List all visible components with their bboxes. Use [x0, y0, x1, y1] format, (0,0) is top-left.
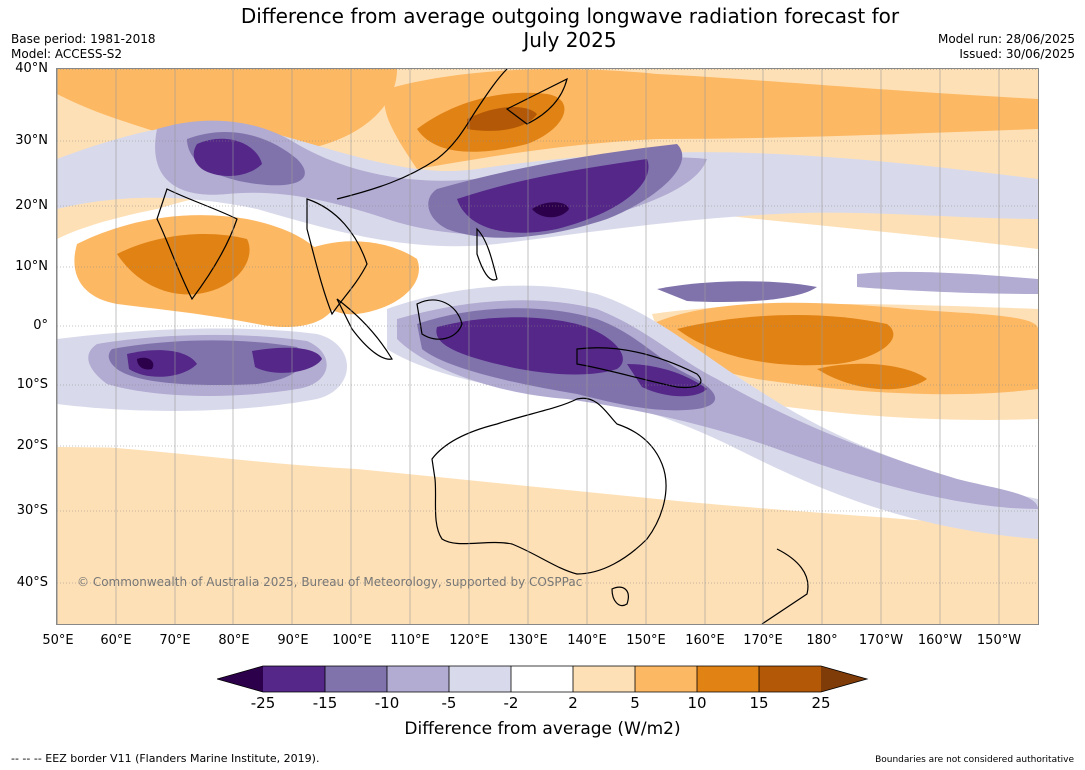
field-orange-indochina [297, 241, 419, 315]
field-darkest-purple-equatorial-west [137, 357, 154, 370]
colorbar-tick-6: 2 [568, 694, 578, 712]
anomaly-fields [57, 69, 1038, 624]
lon-label-90e: 90°E [277, 633, 309, 648]
colorbar [217, 665, 869, 693]
field-dark-purple-equatorial-mid [252, 347, 322, 373]
field-dark-purple-new-guinea [627, 364, 707, 397]
australia-outline [431, 397, 667, 575]
field-light-orange-south [57, 444, 1038, 624]
colorbar-swatch-6 [573, 666, 635, 692]
copyright-notice: © Commonwealth of Australia 2025, Bureau… [77, 575, 583, 589]
disclaimer: Boundaries are not considered authoritat… [875, 755, 1074, 765]
lon-label-50e: 50°E [42, 633, 74, 648]
lon-label-100e: 100°E [332, 633, 372, 648]
colorbar-tick-8: 10 [687, 694, 707, 712]
meta-right: Model run: 28/06/2025 Issued: 30/06/2025 [938, 32, 1075, 62]
field-neutral-south [57, 409, 1038, 509]
field-dark-purple-maritime [436, 317, 623, 375]
new-guinea-outline [576, 347, 702, 389]
lon-label-120e: 120°E [449, 633, 489, 648]
lon-label-110e: 110°E [390, 633, 430, 648]
eez-note: -- -- -- EEZ border V11 (Flanders Marine… [11, 752, 320, 765]
colorbar-swatch-4 [449, 666, 511, 692]
tasmania-outline [611, 586, 629, 607]
field-darkest-purple-philippines-sea [532, 202, 569, 218]
lon-label-180: 180° [806, 633, 838, 648]
field-dark-purple-philippines-sea [457, 159, 649, 233]
indochina-outline [306, 198, 368, 316]
colorbar-outline [217, 665, 869, 693]
issued-date: Issued: 30/06/2025 [959, 47, 1075, 61]
colorbar-swatch-7 [635, 666, 697, 692]
lat-label-20s: 20°S [16, 438, 48, 453]
field-orange-north-west [57, 69, 397, 152]
colorbar-arrow-left [217, 666, 263, 692]
colorbar-tick-4: -5 [441, 694, 457, 712]
map-area[interactable] [56, 68, 1039, 625]
india-outline [156, 188, 238, 301]
lon-label-60e: 60°E [100, 633, 132, 648]
field-dark-orange-india [117, 234, 250, 295]
field-dark-orange-east [817, 363, 927, 390]
colorbar-swatch-3 [387, 666, 449, 692]
new-zealand-outline [761, 548, 809, 624]
colorbar-tick-7: 5 [630, 694, 640, 712]
colorbar-tick-2: -15 [312, 694, 338, 712]
colorbar-tick-5: -2 [503, 694, 519, 712]
landmasses [156, 69, 809, 624]
base-period: Base period: 1981-2018 [11, 32, 156, 46]
lat-label-30n: 30°N [15, 133, 48, 148]
meridians [57, 69, 1000, 624]
colorbar-swatch-2 [325, 666, 387, 692]
colorbar-swatch-9 [759, 666, 821, 692]
lon-label-170w: 170°W [858, 633, 904, 648]
title-line-1: Difference from average outgoing longwav… [240, 4, 900, 28]
page-title: Difference from average outgoing longwav… [170, 4, 970, 52]
colorbar-label: Difference from average (W/m2) [404, 719, 681, 739]
lat-label-10s: 10°S [16, 377, 48, 392]
colorbar-tick-9: 15 [749, 694, 769, 712]
lon-label-170e: 170°E [743, 633, 783, 648]
field-light-purple-east-pacific [857, 271, 1038, 294]
lat-label-30s: 30°S [16, 503, 48, 518]
sumatra-outline [336, 298, 393, 360]
lon-label-80e: 80°E [218, 633, 250, 648]
lon-label-160w: 160°W [917, 633, 963, 648]
china-coast-outline [336, 69, 508, 200]
colorbar-swatch-8 [697, 666, 759, 692]
lon-label-140e: 140°E [567, 633, 607, 648]
field-medium-purple-pacific-strip [657, 281, 817, 303]
lon-label-150w: 150°W [976, 633, 1022, 648]
lon-label-160e: 160°E [685, 633, 725, 648]
lat-label-40s: 40°S [16, 575, 48, 590]
field-darkest-orange-japan [467, 107, 537, 131]
model-name: Model: ACCESS-S2 [11, 47, 123, 61]
lon-label-150e: 150°E [626, 633, 666, 648]
lat-label-20n: 20°N [15, 198, 48, 213]
meta-left: Base period: 1981-2018 Model: ACCESS-S2 [11, 32, 156, 62]
colorbar-swatch-1 [263, 666, 325, 692]
lat-label-40n: 40°N [15, 61, 48, 76]
title-line-2: July 2025 [523, 28, 617, 52]
japan-outline [505, 77, 568, 125]
colorbar-tick-10: 25 [811, 694, 831, 712]
colorbar-dividers [324, 666, 760, 692]
field-dark-purple-equatorial-west [127, 350, 197, 377]
borneo-outline [416, 299, 463, 340]
colorbar-tick-3: -10 [374, 694, 400, 712]
field-dark-orange-central-pacific [677, 314, 894, 366]
colorbar-arrow-right [821, 666, 867, 692]
field-orange-north-east [384, 69, 1038, 169]
lat-label-0: 0° [33, 318, 48, 333]
philippines-outline [476, 227, 498, 281]
lon-label-130e: 130°E [508, 633, 548, 648]
lon-label-70e: 70°E [159, 633, 191, 648]
anomaly-map [57, 69, 1038, 624]
field-dark-purple-tibet [193, 138, 262, 176]
colorbar-swatch-5 [511, 666, 573, 692]
lat-label-10n: 10°N [15, 259, 48, 274]
model-run: Model run: 28/06/2025 [937, 32, 1075, 46]
colorbar-tick-1: -25 [250, 694, 276, 712]
